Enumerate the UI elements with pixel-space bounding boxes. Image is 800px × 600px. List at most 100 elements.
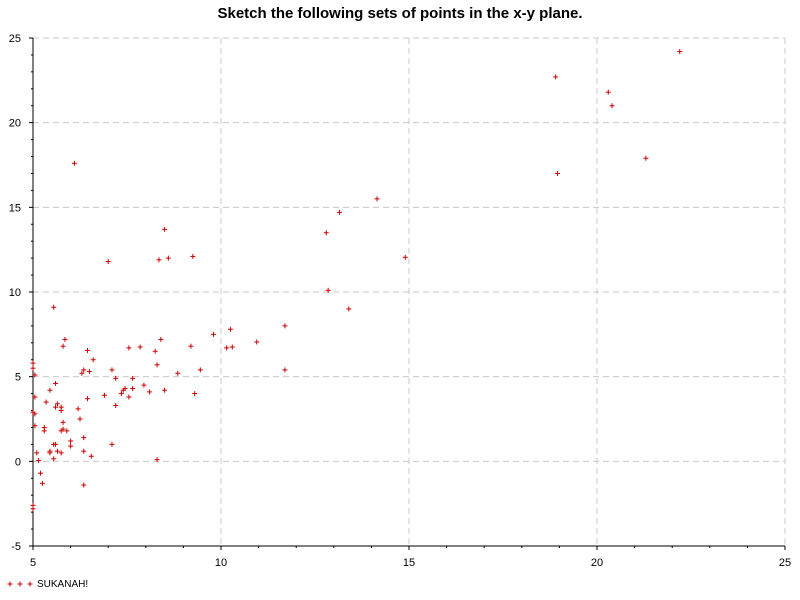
data-point: [229, 344, 235, 350]
legend-marker: [27, 581, 33, 587]
data-point: [197, 367, 203, 373]
data-point: [152, 348, 158, 354]
data-point: [120, 387, 126, 393]
data-point: [32, 411, 38, 417]
data-point: [130, 386, 136, 392]
data-point: [113, 402, 119, 408]
data-point: [109, 367, 115, 373]
x-tick-label: 15: [403, 557, 415, 569]
data-point: [34, 450, 40, 456]
data-point: [75, 406, 81, 412]
data-point: [113, 375, 119, 381]
data-point: [254, 339, 260, 345]
data-point: [47, 387, 53, 393]
data-point: [105, 259, 111, 265]
data-point: [210, 331, 216, 337]
data-point: [62, 336, 68, 342]
data-point: [154, 457, 160, 463]
y-tick-label: -5: [11, 541, 21, 553]
data-point: [30, 365, 36, 371]
data-point: [109, 441, 115, 447]
data-point: [81, 448, 87, 454]
data-point: [68, 443, 74, 449]
data-point: [101, 392, 107, 398]
data-point: [30, 360, 36, 366]
chart-title: Sketch the following sets of points in t…: [217, 5, 582, 22]
data-point: [53, 404, 59, 410]
data-points: [30, 49, 683, 512]
data-point: [227, 326, 233, 332]
data-point: [60, 426, 66, 432]
data-point: [175, 370, 181, 376]
legend-label: SUKANAH!: [37, 579, 88, 590]
data-point: [54, 401, 60, 407]
data-point: [77, 416, 83, 422]
x-tick-label: 25: [779, 557, 791, 569]
legend-marker: [17, 581, 23, 587]
legend-marker: [7, 581, 13, 587]
data-point: [81, 367, 87, 373]
data-point: [88, 453, 94, 459]
data-point: [609, 103, 615, 109]
y-tick-label: 15: [9, 202, 21, 214]
data-point: [54, 448, 60, 454]
data-point: [282, 367, 288, 373]
data-point: [60, 343, 66, 349]
data-point: [282, 323, 288, 329]
data-point: [402, 254, 408, 260]
data-point: [156, 257, 162, 263]
data-point: [126, 394, 132, 400]
data-point: [165, 255, 171, 261]
data-point: [38, 470, 44, 476]
x-tick-label: 5: [30, 557, 36, 569]
data-point: [60, 419, 66, 425]
x-tick-label: 10: [215, 557, 227, 569]
data-point: [126, 345, 132, 351]
data-point: [346, 306, 352, 312]
data-point: [325, 287, 331, 293]
data-point: [32, 423, 38, 429]
data-point: [677, 49, 683, 55]
data-point: [336, 209, 342, 215]
data-point: [53, 380, 59, 386]
data-point: [374, 196, 380, 202]
data-point: [32, 372, 38, 378]
data-point: [162, 387, 168, 393]
data-point: [81, 482, 87, 488]
tick-labels: 5 10 15 20 25 -5 0 5 10 15 20 25: [9, 33, 791, 569]
x-tick-label: 20: [591, 557, 603, 569]
data-point: [605, 89, 611, 95]
data-point: [81, 435, 87, 441]
data-point: [147, 389, 153, 395]
data-point: [553, 74, 559, 80]
data-point: [51, 304, 57, 310]
data-point: [85, 396, 91, 402]
data-point: [64, 428, 70, 434]
data-point: [79, 370, 85, 376]
data-point: [32, 394, 38, 400]
legend: SUKANAH!: [7, 579, 88, 590]
data-point: [141, 382, 147, 388]
data-point: [58, 408, 64, 414]
y-tick-label: 25: [9, 33, 21, 45]
data-point: [190, 253, 196, 259]
data-point: [71, 160, 77, 166]
y-tick-label: 20: [9, 118, 21, 130]
data-point: [85, 347, 91, 353]
data-point: [188, 343, 194, 349]
data-point: [323, 230, 329, 236]
data-point: [47, 448, 53, 454]
axes: [29, 37, 786, 550]
y-tick-label: 10: [9, 287, 21, 299]
data-point: [137, 344, 143, 350]
grid-lines: [33, 37, 786, 546]
data-point: [130, 375, 136, 381]
data-point: [86, 369, 92, 375]
data-point: [53, 441, 59, 447]
data-point: [30, 506, 36, 512]
data-point: [36, 457, 42, 463]
data-point: [192, 391, 198, 397]
y-tick-label: 5: [15, 372, 21, 384]
data-point: [51, 456, 57, 462]
